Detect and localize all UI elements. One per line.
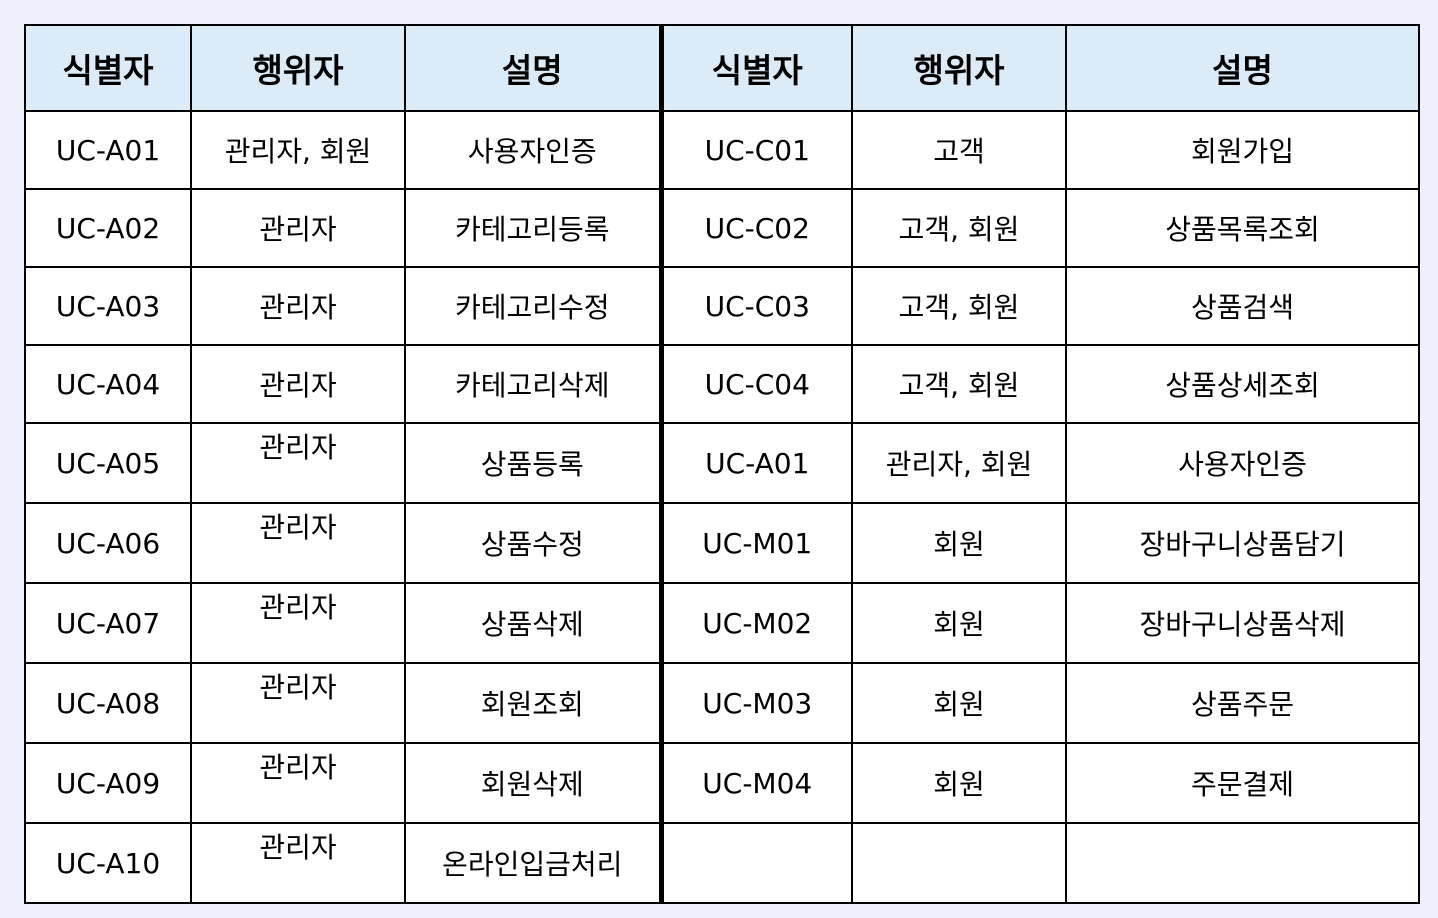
header-id: 식별자 — [24, 24, 192, 112]
cell-description: 카테고리삭제 — [404, 344, 662, 424]
table-row: UC-A01 관리자, 회원 사용자인증 UC-C01 고객 회원가입 — [24, 110, 1420, 190]
cell-id: UC-C01 — [658, 110, 853, 190]
cell-description — [1065, 822, 1420, 904]
cell-id: UC-M03 — [658, 662, 853, 744]
cell-actor: 고객, 회원 — [851, 344, 1067, 424]
cell-description: 상품삭제 — [404, 582, 662, 664]
cell-description: 회원삭제 — [404, 742, 662, 824]
cell-id: UC-C02 — [658, 188, 853, 268]
table-row: UC-A05 관리자 상품등록 UC-A01 관리자, 회원 사용자인증 — [24, 422, 1420, 504]
header-id: 식별자 — [658, 24, 853, 112]
table-row: UC-A10 관리자 온라인입금처리 — [24, 822, 1420, 904]
cell-id: UC-A03 — [24, 266, 192, 346]
cell-id: UC-A05 — [24, 422, 192, 504]
cell-actor: 회원 — [851, 742, 1067, 824]
use-case-table: 식별자 행위자 설명 식별자 행위자 설명 UC-A01 관리자, 회원 사용자… — [24, 24, 1420, 904]
cell-description: 회원가입 — [1065, 110, 1420, 190]
cell-actor: 관리자 — [190, 502, 406, 584]
cell-actor: 고객 — [851, 110, 1067, 190]
cell-actor: 관리자, 회원 — [190, 110, 406, 190]
cell-description: 사용자인증 — [404, 110, 662, 190]
cell-id — [658, 822, 853, 904]
cell-actor: 회원 — [851, 662, 1067, 744]
table-row: UC-A02 관리자 카테고리등록 UC-C02 고객, 회원 상품목록조회 — [24, 188, 1420, 268]
table-row: UC-A07 관리자 상품삭제 UC-M02 회원 장바구니상품삭제 — [24, 582, 1420, 664]
cell-actor: 고객, 회원 — [851, 188, 1067, 268]
cell-id: UC-C03 — [658, 266, 853, 346]
cell-id: UC-M01 — [658, 502, 853, 584]
cell-description: 회원조회 — [404, 662, 662, 744]
table-row: UC-A04 관리자 카테고리삭제 UC-C04 고객, 회원 상품상세조회 — [24, 344, 1420, 424]
cell-id: UC-A04 — [24, 344, 192, 424]
cell-description: 상품목록조회 — [1065, 188, 1420, 268]
cell-id: UC-A09 — [24, 742, 192, 824]
cell-actor: 관리자 — [190, 822, 406, 904]
cell-id: UC-C04 — [658, 344, 853, 424]
cell-id: UC-A10 — [24, 822, 192, 904]
cell-description: 주문결제 — [1065, 742, 1420, 824]
cell-actor: 고객, 회원 — [851, 266, 1067, 346]
header-row: 식별자 행위자 설명 식별자 행위자 설명 — [24, 24, 1420, 112]
cell-description: 사용자인증 — [1065, 422, 1420, 504]
cell-actor: 회원 — [851, 582, 1067, 664]
cell-id: UC-A08 — [24, 662, 192, 744]
header-actor: 행위자 — [190, 24, 406, 112]
cell-id: UC-A02 — [24, 188, 192, 268]
cell-actor: 관리자 — [190, 266, 406, 346]
cell-actor — [851, 822, 1067, 904]
header-description: 설명 — [404, 24, 662, 112]
header-actor: 행위자 — [851, 24, 1067, 112]
cell-description: 상품수정 — [404, 502, 662, 584]
cell-description: 장바구니상품삭제 — [1065, 582, 1420, 664]
cell-actor: 관리자, 회원 — [851, 422, 1067, 504]
table-row: UC-A06 관리자 상품수정 UC-M01 회원 장바구니상품담기 — [24, 502, 1420, 584]
cell-actor: 관리자 — [190, 742, 406, 824]
cell-description: 상품상세조회 — [1065, 344, 1420, 424]
cell-actor: 회원 — [851, 502, 1067, 584]
cell-id: UC-A06 — [24, 502, 192, 584]
cell-description: 장바구니상품담기 — [1065, 502, 1420, 584]
cell-id: UC-M04 — [658, 742, 853, 824]
cell-description: 상품등록 — [404, 422, 662, 504]
cell-actor: 관리자 — [190, 422, 406, 504]
cell-id: UC-A01 — [24, 110, 192, 190]
cell-actor: 관리자 — [190, 188, 406, 268]
cell-actor: 관리자 — [190, 662, 406, 744]
cell-id: UC-A07 — [24, 582, 192, 664]
cell-id: UC-M02 — [658, 582, 853, 664]
table-row: UC-A03 관리자 카테고리수정 UC-C03 고객, 회원 상품검색 — [24, 266, 1420, 346]
use-case-table-sheet: 식별자 행위자 설명 식별자 행위자 설명 UC-A01 관리자, 회원 사용자… — [24, 24, 1420, 904]
table-row: UC-A08 관리자 회원조회 UC-M03 회원 상품주문 — [24, 662, 1420, 744]
header-description: 설명 — [1065, 24, 1420, 112]
cell-id: UC-A01 — [658, 422, 853, 504]
cell-actor: 관리자 — [190, 344, 406, 424]
cell-description: 상품검색 — [1065, 266, 1420, 346]
cell-description: 카테고리등록 — [404, 188, 662, 268]
cell-actor: 관리자 — [190, 582, 406, 664]
cell-description: 상품주문 — [1065, 662, 1420, 744]
table-row: UC-A09 관리자 회원삭제 UC-M04 회원 주문결제 — [24, 742, 1420, 824]
cell-description: 카테고리수정 — [404, 266, 662, 346]
cell-description: 온라인입금처리 — [404, 822, 662, 904]
